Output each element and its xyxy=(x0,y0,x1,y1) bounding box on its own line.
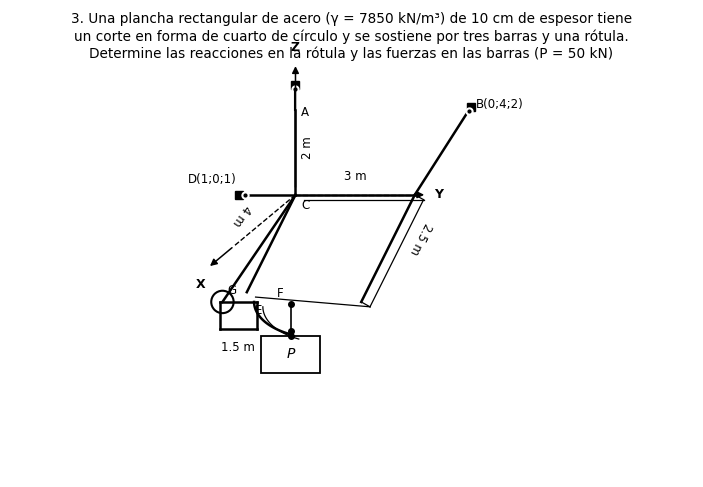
Text: 4 m: 4 m xyxy=(230,203,254,229)
Text: D(1;0;1): D(1;0;1) xyxy=(188,173,237,186)
Text: P: P xyxy=(286,347,295,361)
Text: un corte en forma de cuarto de círculo y se sostiene por tres barras y una rótul: un corte en forma de cuarto de círculo y… xyxy=(74,29,629,44)
Text: X: X xyxy=(195,278,205,291)
Text: C: C xyxy=(302,199,309,212)
Text: 3 m: 3 m xyxy=(344,169,366,183)
Text: Y: Y xyxy=(434,188,444,201)
Text: Determine las reacciones en la rótula y las fuerzas en las barras (P = 50 kN): Determine las reacciones en la rótula y … xyxy=(89,46,614,61)
Bar xyxy=(262,336,320,373)
Text: Z: Z xyxy=(291,40,300,54)
Text: F: F xyxy=(277,286,283,300)
Text: 3. Una plancha rectangular de acero (γ = 7850 kN/m³) de 10 cm de espesor tiene: 3. Una plancha rectangular de acero (γ =… xyxy=(71,12,632,26)
Text: A: A xyxy=(302,106,309,118)
Text: G: G xyxy=(227,284,236,297)
Text: E: E xyxy=(255,304,262,318)
Text: 2 m: 2 m xyxy=(302,136,314,159)
Text: B(0;4;2): B(0;4;2) xyxy=(476,98,524,111)
Text: 2.5 m: 2.5 m xyxy=(408,221,434,257)
Text: 1.5 m: 1.5 m xyxy=(221,341,255,354)
